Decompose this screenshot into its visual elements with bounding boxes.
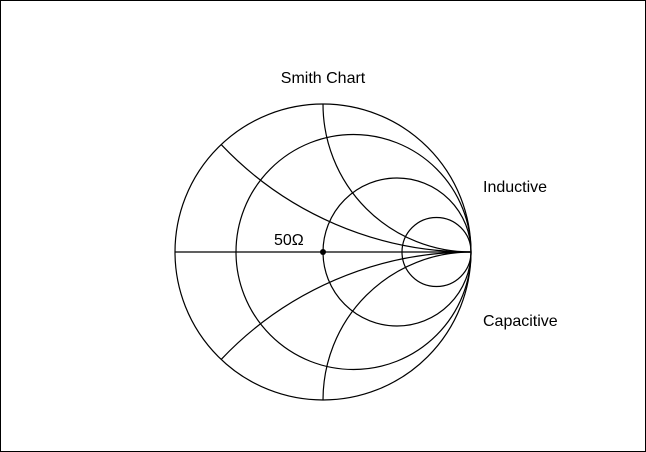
reactance-arc (220, 251, 472, 360)
inductive-label: Inductive (483, 179, 547, 196)
center-point (320, 249, 326, 255)
capacitive-label: Capacitive (483, 313, 558, 330)
reactance-arc (322, 103, 472, 253)
smith-chart (174, 103, 472, 401)
reactance-arc (220, 144, 472, 253)
center-label: 50Ω (274, 232, 304, 249)
reactance-arc (322, 251, 472, 401)
title: Smith Chart (281, 70, 366, 87)
